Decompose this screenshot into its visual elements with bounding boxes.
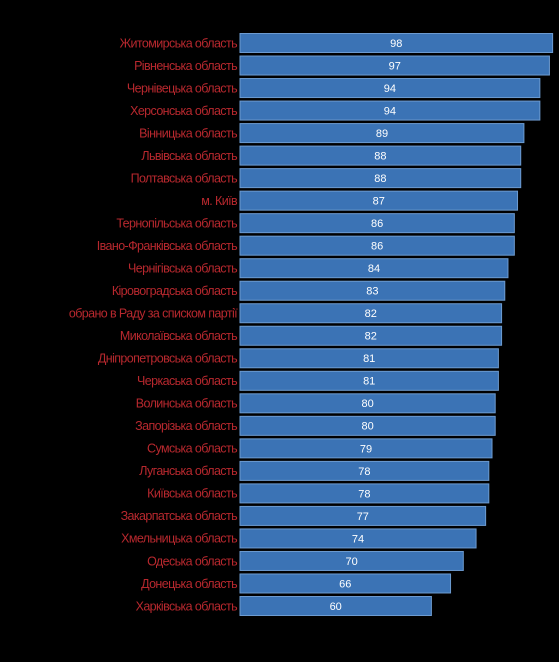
bar [239, 33, 554, 53]
value-label: 79 [360, 443, 372, 455]
category-label: Миколаївська область [120, 329, 237, 343]
bar [239, 505, 487, 526]
bar [239, 483, 490, 504]
category-label: Вінницька область [139, 126, 237, 140]
bar [239, 370, 499, 391]
value-label: 77 [357, 511, 369, 523]
category-label: Черкаська область [137, 374, 237, 388]
category-label: Луганська область [139, 464, 237, 478]
category-label: Полтавська область [131, 171, 237, 185]
value-label: 97 [389, 60, 401, 72]
value-label: 84 [368, 263, 380, 275]
category-label: Харківська область [136, 599, 237, 613]
bar [239, 528, 477, 549]
category-label: Івано-Франківська область [97, 239, 237, 253]
bar [239, 303, 503, 324]
value-label: 94 [384, 83, 396, 95]
category-label: Житомирська область [120, 36, 237, 50]
category-label: Львівська область [141, 149, 237, 163]
category-label: Чернівецька область [127, 81, 237, 95]
category-label: м. Київ [201, 194, 238, 208]
value-label: 87 [373, 196, 385, 208]
value-label: 82 [365, 308, 377, 320]
bar [239, 100, 541, 121]
value-label: 78 [358, 466, 370, 478]
value-label: 88 [374, 173, 386, 185]
value-label: 81 [363, 376, 375, 388]
bar [239, 168, 522, 189]
bar [239, 460, 490, 481]
bar [239, 235, 515, 256]
value-label: 74 [352, 533, 364, 545]
category-label: Рівненська область [134, 59, 237, 73]
value-label: 70 [346, 556, 358, 568]
category-label: Тернопільська область [116, 216, 237, 230]
value-label: 86 [371, 241, 383, 253]
bar [239, 123, 525, 144]
value-label: 82 [365, 331, 377, 343]
value-label: 86 [371, 218, 383, 230]
category-label: Закарпатська область [121, 509, 237, 523]
bar [239, 145, 522, 166]
bar [239, 550, 464, 571]
value-label: 81 [363, 353, 375, 365]
category-label: Сумська область [147, 442, 237, 456]
value-label: 80 [361, 421, 373, 433]
value-label: 89 [376, 128, 388, 140]
bar [239, 325, 503, 346]
value-label: 80 [361, 398, 373, 410]
bar [239, 596, 432, 616]
category-label: Херсонська область [130, 104, 237, 118]
bar [239, 573, 452, 594]
value-label: 60 [330, 601, 342, 613]
category-label: Київська область [147, 487, 237, 501]
value-label: 88 [374, 151, 386, 163]
category-label: Одеська область [147, 554, 237, 568]
bar [239, 415, 496, 436]
category-label: Чернігівська область [128, 261, 237, 275]
bar [239, 78, 541, 99]
bar [239, 438, 493, 459]
bar [239, 190, 519, 211]
bar [239, 393, 496, 414]
bar [239, 213, 515, 234]
value-label: 78 [358, 488, 370, 500]
category-label: Дніпропетровська область [98, 352, 237, 366]
category-label: Кіровоградська область [112, 284, 237, 298]
bar [239, 55, 550, 76]
category-label: обрано в Раду за списком партії [69, 307, 238, 321]
category-label: Хмельницька область [121, 532, 237, 546]
value-label: 94 [384, 105, 396, 117]
value-label: 66 [339, 578, 351, 590]
value-label: 98 [390, 38, 402, 50]
category-label: Волинська область [136, 397, 237, 411]
bar [239, 258, 509, 279]
value-label: 83 [366, 286, 378, 298]
bar [239, 280, 506, 301]
category-label: Донецька область [141, 577, 237, 591]
bar [239, 348, 499, 369]
category-label: Запорізька область [135, 419, 237, 433]
